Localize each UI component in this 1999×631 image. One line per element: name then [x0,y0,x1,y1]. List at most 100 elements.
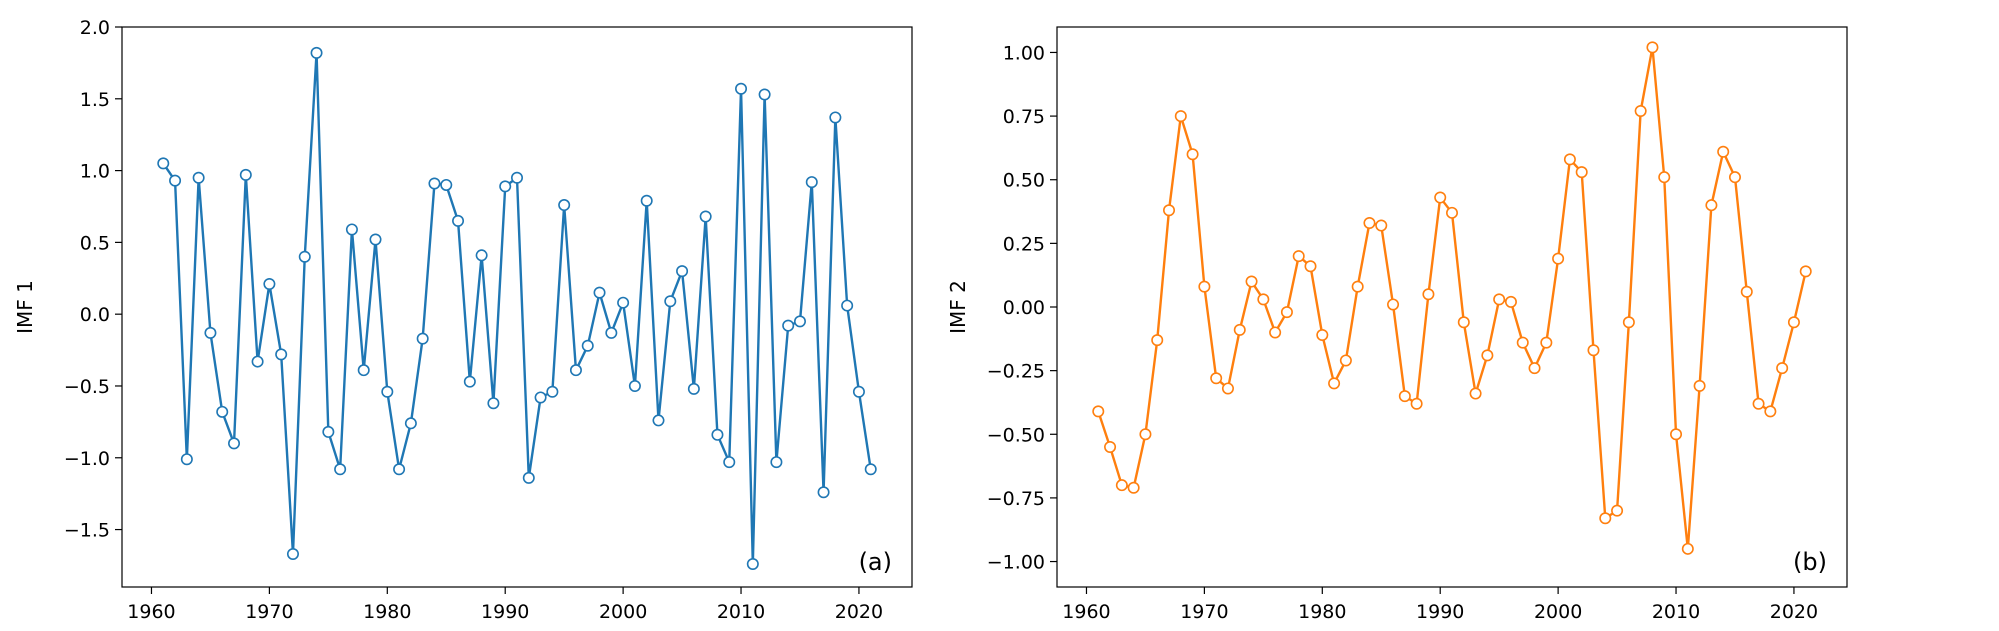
x-tick-label: 2010 [717,601,765,623]
data-point [1151,334,1164,347]
data-point [239,168,252,181]
y-tick-label: 0.25 [1003,233,1045,255]
data-point [1787,316,1800,329]
data-point [334,463,347,476]
x-tick-label: 1970 [245,601,293,623]
data-point [286,547,299,560]
y-tick-label: 0.50 [1003,170,1045,192]
data-point [1764,405,1777,418]
data-point [758,88,771,101]
data-point [263,278,276,291]
data-point [793,315,806,328]
data-point [1670,428,1683,441]
data-point [546,385,559,398]
data-point [345,223,358,236]
data-point [770,456,783,469]
data-point [1210,372,1223,385]
y-tick-label: 2.0 [80,17,110,39]
data-point [463,375,476,388]
data-point [1351,280,1364,293]
x-tick-label: 1960 [127,601,175,623]
x-tick-label: 2010 [1652,601,1700,623]
data-point [723,456,736,469]
data-point [1233,323,1246,336]
data-point [1198,280,1211,293]
y-tick-label: 0.5 [80,232,110,254]
data-point [1611,504,1624,517]
data-point [1740,285,1753,298]
data-point [676,265,689,278]
data-point [192,171,205,184]
data-point [1292,250,1305,263]
data-point [204,326,217,339]
data-point [1316,328,1329,341]
data-point [1776,362,1789,375]
data-point [1528,362,1541,375]
panel-label: (b) [1793,548,1827,576]
data-point [593,286,606,299]
data-point [522,471,535,484]
data-point [852,385,865,398]
data-point [251,355,264,368]
x-tick-label: 1980 [363,601,411,623]
y-tick-label: 1.5 [80,89,110,111]
data-point [1280,306,1293,319]
data-point [652,414,665,427]
data-point [1304,260,1317,273]
panel-a-imf1: 1960 1970 1980 1990 2000 2010 2020 −1.5 −1.0 −0.5… [13,17,913,623]
y-axis-title: IMF 1 [13,280,37,334]
data-point [699,210,712,223]
data-point [1174,110,1187,123]
data-point [735,82,748,95]
data-point [640,194,653,207]
data-point [1563,153,1576,166]
data-point [805,176,818,189]
data-point [864,463,877,476]
data-point [605,326,618,339]
y-axis-title: IMF 2 [946,280,970,334]
data-point [1540,336,1553,349]
series-line [1097,46,1807,551]
data-point [310,46,323,59]
data-point [1599,512,1612,525]
data-point [782,319,795,332]
data-point [1127,481,1140,494]
series-line [162,51,872,566]
data-point [817,486,830,499]
plot-frame [121,26,913,588]
y-tick-label: −1.00 [987,552,1045,574]
panel-b-imf2: 1960 1970 1980 1990 2000 2010 2020 −1.00 −0.75 −0… [946,26,1848,623]
data-point [1646,41,1659,54]
data-point [1339,354,1352,367]
data-point [499,180,512,193]
data-point [1221,382,1234,395]
y-tick-label: −0.5 [64,376,110,398]
data-point [1469,387,1482,400]
x-tick-label: 2000 [1534,601,1582,623]
data-point [687,382,700,395]
y-tick-label: −0.50 [987,424,1045,446]
data-point [1634,105,1647,118]
data-point [1587,344,1600,357]
data-point [1622,316,1635,329]
y-tick-label: 0.00 [1003,297,1045,319]
data-point [1446,206,1459,219]
plot-frame [1056,26,1848,588]
data-point [1552,252,1565,265]
data-point [228,437,241,450]
data-point [1693,379,1706,392]
data-point [1245,275,1258,288]
x-tick-label: 2020 [1770,601,1818,623]
data-point [1375,219,1388,232]
data-point [558,199,571,212]
data-point [1422,288,1435,301]
data-point [475,249,488,262]
data-point [428,177,441,190]
data-point [298,250,311,263]
data-point [404,417,417,430]
x-tick-label: 1980 [1298,601,1346,623]
data-point [711,428,724,441]
x-tick-label: 2020 [835,601,883,623]
data-point [275,348,288,361]
x-tick-label: 1960 [1062,601,1110,623]
